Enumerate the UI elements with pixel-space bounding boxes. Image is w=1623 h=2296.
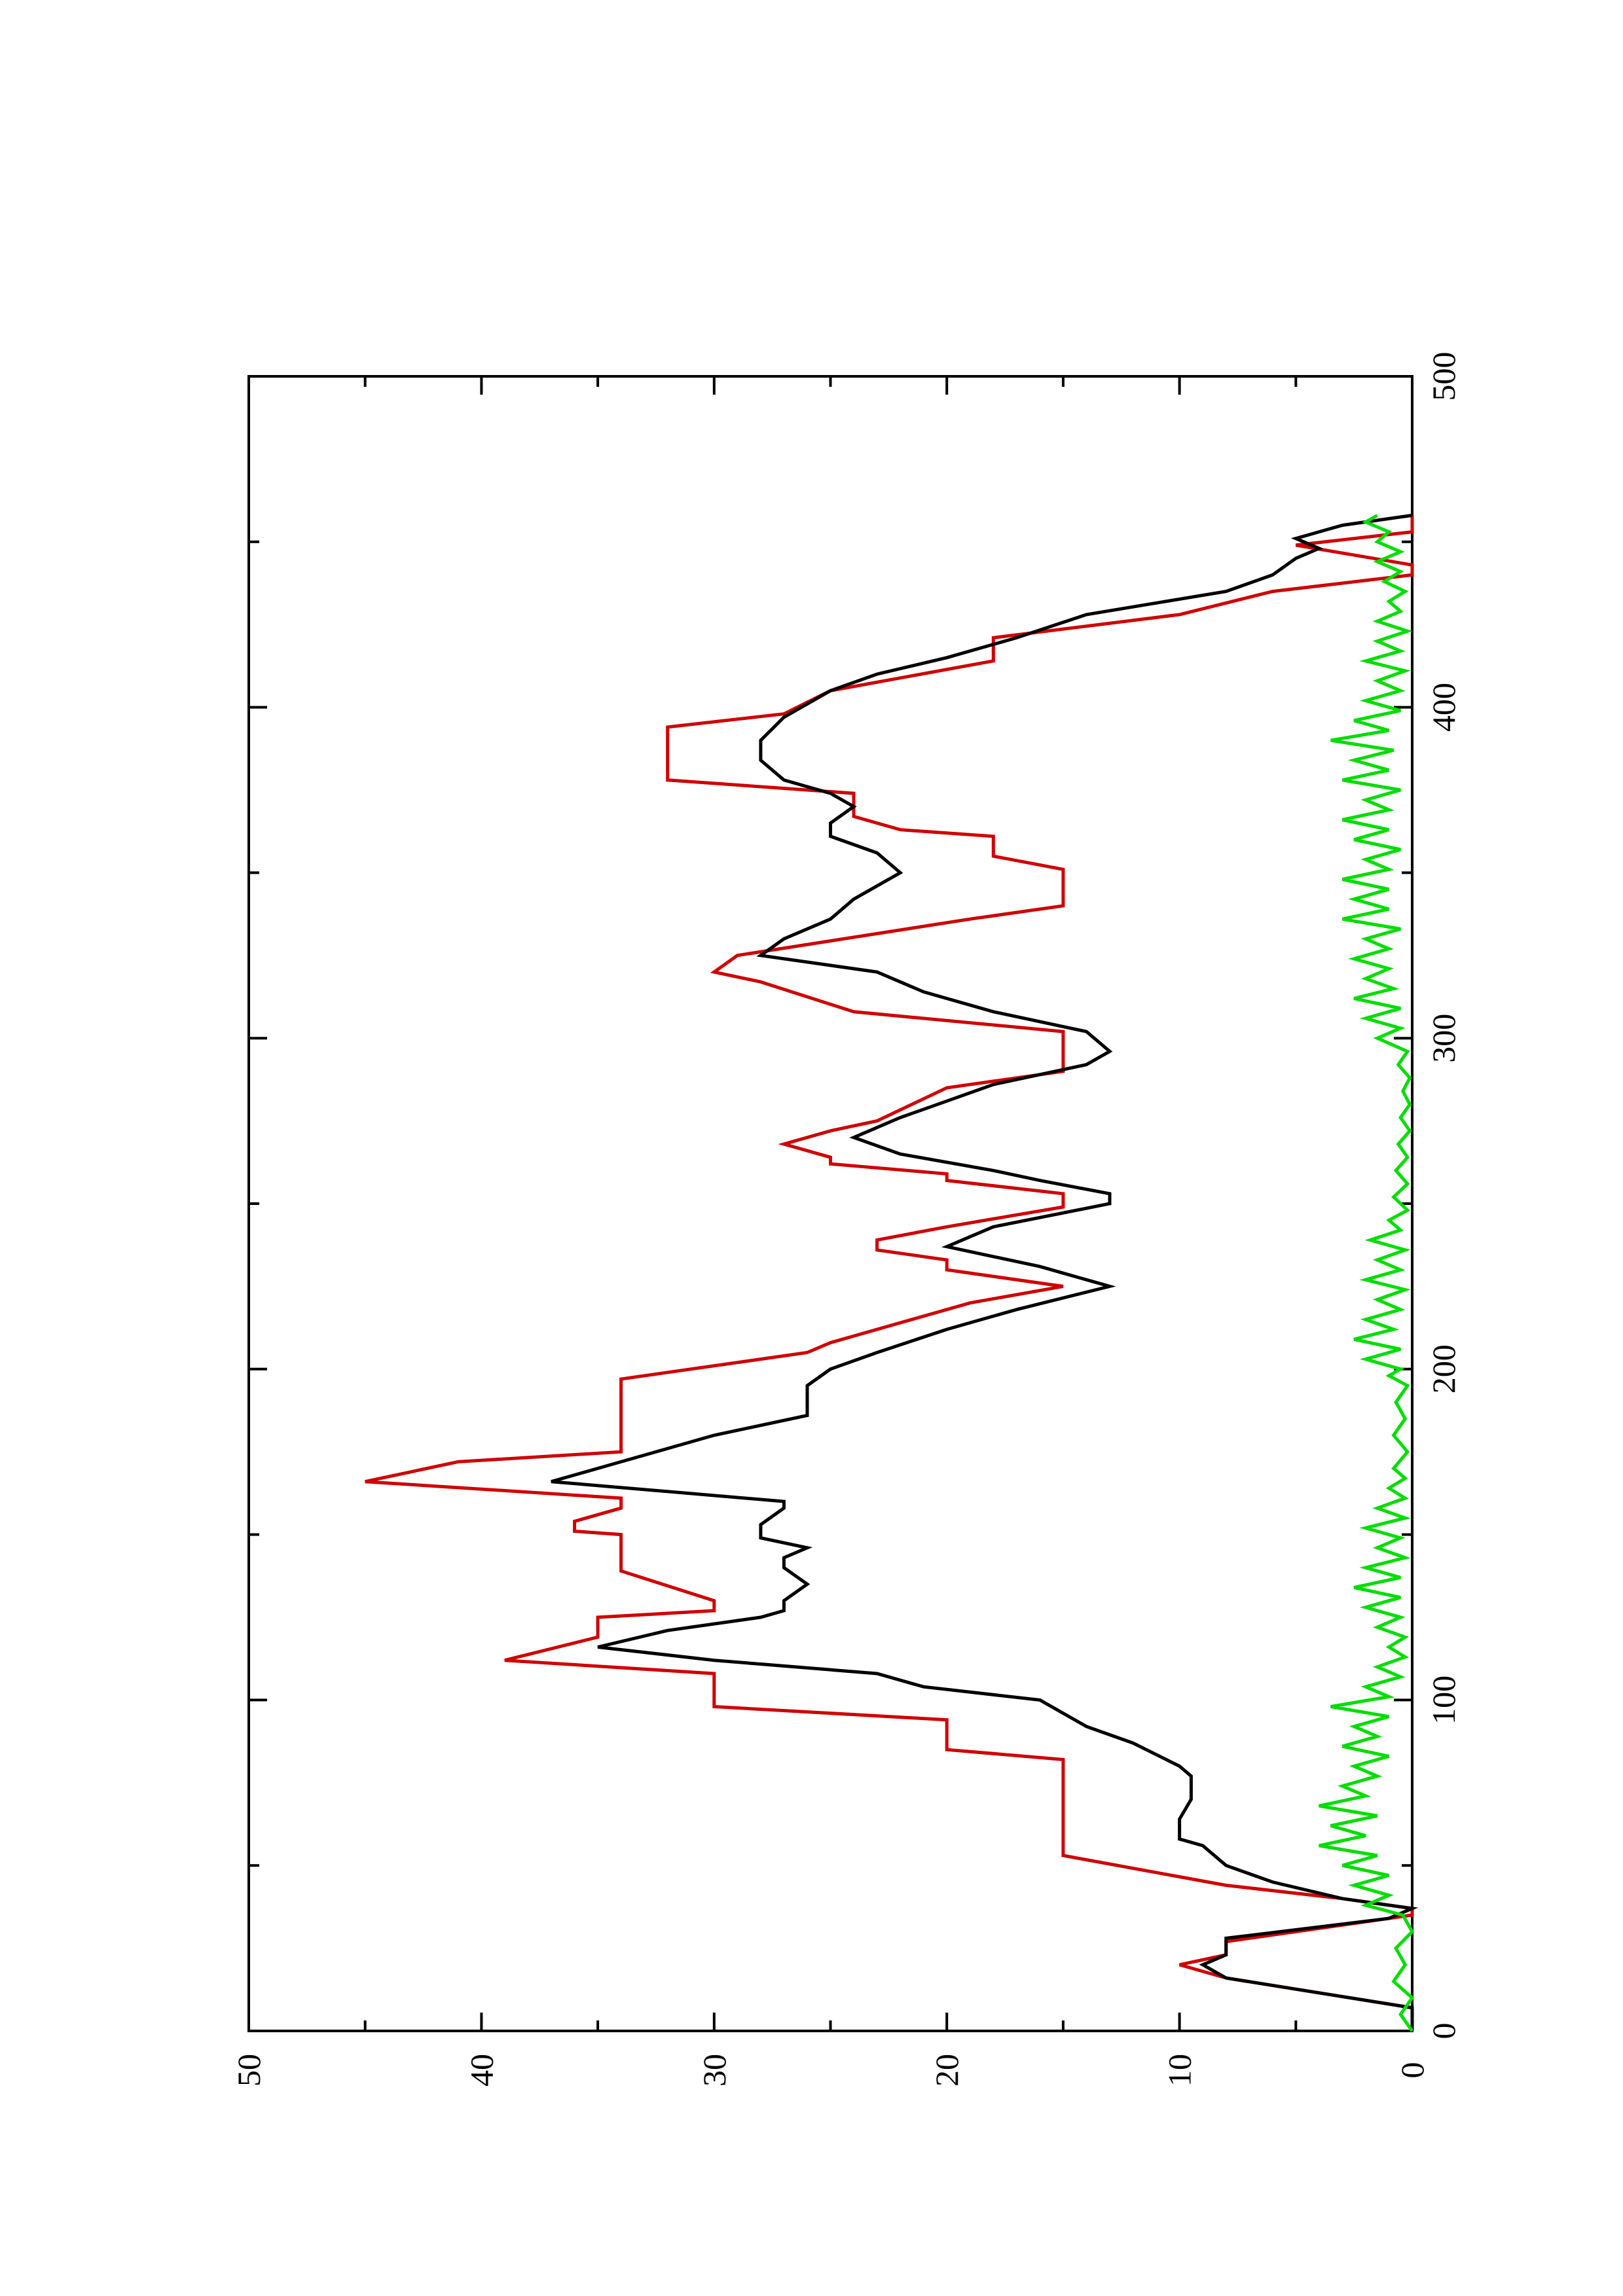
series-line-red (365, 515, 1414, 2031)
x-tick-label: 100 (1425, 1676, 1462, 1725)
series-line-green (1319, 514, 1415, 2032)
x-tick-label: 200 (1425, 1344, 1462, 1393)
y-tick-label: 10 (1161, 2054, 1198, 2087)
plot-frame (247, 375, 1413, 2032)
series-line-black (551, 513, 1419, 2031)
x-tick-label: 500 (1425, 352, 1462, 401)
y-tick-label: 20 (928, 2054, 965, 2087)
y-tick-label: 50 (230, 2054, 267, 2087)
x-tick-label: 400 (1425, 683, 1462, 732)
y-tick-label: 30 (696, 2054, 733, 2087)
axis-tick-labels: 0 100 200 300 400 500 0 10 20 30 40 50 (230, 352, 1462, 2087)
x-tick-label: 300 (1425, 1014, 1462, 1063)
y-tick-label: 0 (1394, 2062, 1431, 2079)
y-tick-label: 40 (463, 2054, 500, 2087)
series-layer (365, 513, 1419, 2032)
x-tick-label: 0 (1425, 2023, 1462, 2039)
axis-ticks (247, 375, 1413, 2032)
